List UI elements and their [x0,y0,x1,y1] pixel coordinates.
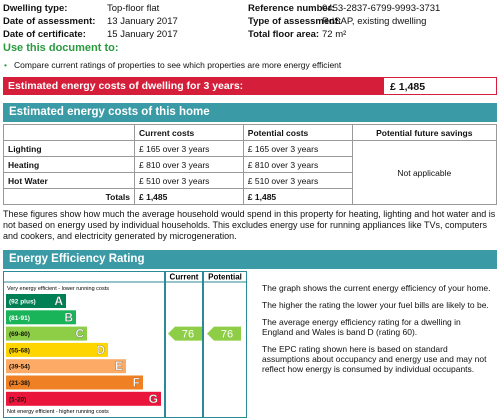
band-range: (69-80) [9,331,30,338]
bottom-note: Not energy efficient - higher running co… [7,409,109,415]
totals-label: Totals [3,188,135,205]
field-label: Dwelling type: [3,3,68,14]
rating-chart: Current Potential Very energy efficient - … [3,271,247,418]
potential-cost: £ 510 over 3 years [242,172,353,189]
rating-value: 76 [182,329,194,341]
band-letter: C [75,327,84,341]
potential-cost: £ 165 over 3 years [242,140,353,157]
column-header: Potential [208,273,242,282]
row-label: Heating [3,156,135,173]
row-label: Hot Water [3,172,135,189]
band-letter: D [96,343,105,357]
potential-cost: £ 810 over 3 years [242,156,353,173]
field-label: Type of assessment: [248,16,342,27]
bullet: • Compare current ratings of properties t… [4,60,342,70]
use-heading: Use this document to: [3,42,119,54]
rating-value: 76 [221,329,233,341]
band-range: (81-91) [9,315,30,322]
totals-row: Totals £ 1,485 £ 1,485 [3,188,497,205]
cost-row: Hot Water £ 510 over 3 years £ 510 over 3 … [3,172,497,189]
column-header: Potential costs [242,124,353,141]
band-letter: A [54,294,63,308]
band-letter: E [115,359,123,373]
summary-value: £ 1,485 [383,77,497,95]
costs-title: Estimated energy costs of this home [9,106,210,118]
band [6,359,126,374]
costs-title-bar: Estimated energy costs of this home [3,103,497,122]
band [6,294,66,308]
field-value: Top-floor flat [107,3,160,14]
costs-table: Current costs Potential costs Potential fu… [3,124,498,205]
band-range: (39-54) [9,364,30,371]
band-range: (21-38) [9,380,30,387]
current-cost: £ 510 over 3 years [134,172,244,189]
rating-title-bar: Energy Efficiency Rating [3,250,497,269]
current-cost: £ 810 over 3 years [134,156,244,173]
band-letter: G [149,392,158,406]
totals-potential: £ 1,485 [242,188,353,205]
summary-label: Estimated energy costs of dwelling for 3… [8,80,244,92]
rating-text: The graph shows the current energy effic… [262,283,494,381]
row-label: Lighting [3,140,135,157]
field-value: RdSAP, existing dwelling [322,16,427,27]
band-range: (92 plus) [9,299,36,306]
header-row: Current costs Potential costs Potential fu… [3,124,498,141]
rating-paragraph: The graph shows the current energy effic… [262,283,491,293]
band [6,310,76,325]
rating-arrow [168,326,202,341]
rating-paragraph: The average energy efficiency rating for… [262,317,461,337]
band-letter: F [133,376,140,390]
summary-bar: Estimated energy costs of dwelling for 3… [3,77,497,95]
top-note: Very energy efficient - lower running co… [7,286,109,292]
column-header: Current [170,273,199,282]
savings: Not applicable [351,140,498,205]
costs-note: These figures show how much the average … [3,209,496,241]
field-value: 13 January 2017 [107,16,178,27]
totals-current: £ 1,485 [134,188,244,205]
band-letter: B [64,310,73,324]
rating-paragraph: The higher the rating the lower your fue… [262,300,489,310]
field-label: Reference number: [248,3,335,14]
column-header: Potential future savings [351,124,498,141]
field-value: 72 m² [322,29,347,40]
column-header: Current costs [134,124,244,141]
field-value: 15 January 2017 [107,29,178,40]
chart-frame [3,271,247,418]
band-range: (55-68) [9,347,30,354]
band [6,375,143,390]
field-label: Total floor area: [248,29,320,40]
cost-row: Lighting £ 165 over 3 years £ 165 over 3 y… [3,140,498,205]
field-label: Date of assessment: [3,16,96,27]
band [6,342,108,357]
rating-arrow [207,326,241,341]
band-range: (1-20) [9,396,26,403]
bullet-text: Compare current ratings of properties to… [14,60,342,70]
current-cost: £ 165 over 3 years [134,140,244,157]
rating-title: Energy Efficiency Rating [9,253,145,265]
header-cell [3,124,135,141]
field-value: 0453-2837-6799-9993-3731 [322,3,441,14]
rating-paragraph: The EPC rating shown here is based on st… [262,344,487,374]
band [6,391,161,406]
band [6,326,87,341]
cost-row: Heating £ 810 over 3 years £ 810 over 3 ye… [3,156,497,173]
field-label: Date of certificate: [3,29,86,40]
